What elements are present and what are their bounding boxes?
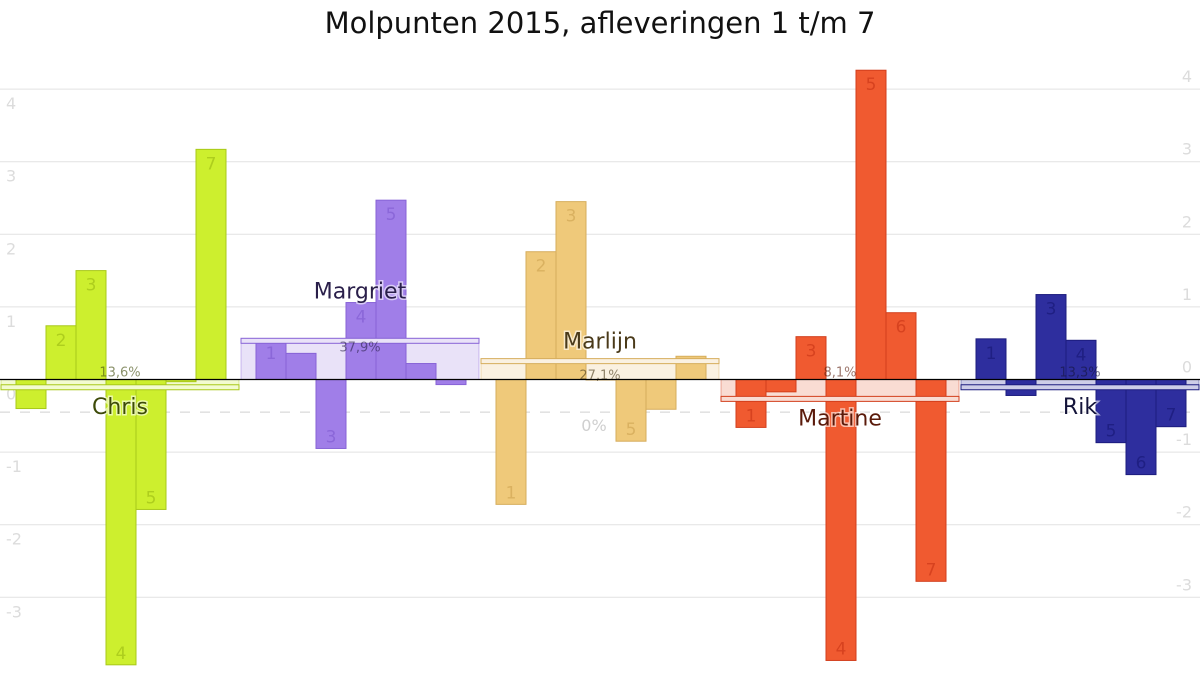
bar-margriet-ep2 xyxy=(285,352,317,381)
bar-chris-ep4 xyxy=(105,379,137,666)
bar-label: 5 xyxy=(146,488,157,508)
bar-martine-ep7 xyxy=(915,379,947,582)
bar-margriet-ep3 xyxy=(315,379,347,449)
y-tick-label-right: 1 xyxy=(1182,285,1192,304)
y-axis-ticks: 4 4 3 3 2 2 1 1 0 0 -1 -1 -2 -2 -3 -3 xyxy=(6,67,1192,621)
bar-martine-ep1 xyxy=(735,379,767,428)
bar-label: 4 xyxy=(836,639,847,659)
y-tick-label-right: 3 xyxy=(1182,140,1192,159)
series-name-label: Rik xyxy=(1063,395,1097,420)
bar-label: 6 xyxy=(1136,454,1147,474)
average-line-margriet xyxy=(240,337,480,344)
bar-martine-ep3 xyxy=(795,336,827,380)
bar-margriet-ep5 xyxy=(375,199,407,380)
bar-label: 5 xyxy=(1106,422,1117,442)
percentage-label: 27,1% xyxy=(579,369,620,384)
bar-martine-ep2 xyxy=(765,379,797,393)
bar-label: 7 xyxy=(206,154,217,174)
average-line-chris xyxy=(0,384,240,391)
bar-label: 7 xyxy=(926,560,937,580)
percentage-label: 37,9% xyxy=(339,341,380,356)
bar-margriet-ep6 xyxy=(405,363,437,381)
y-tick-label-right: 0 xyxy=(1182,358,1192,377)
percentage-label: 8,1% xyxy=(823,366,856,381)
reference-line-label: 0% xyxy=(581,416,606,435)
labels: 2 3 4 5 7 13,6% Chris 1 3 4 5 37,9% Margriet 1 2 3 5 27,1… xyxy=(0,75,1200,664)
series-name-label: Marlijn xyxy=(563,330,637,355)
bar-label: 4 xyxy=(356,308,367,328)
bar-label: 1 xyxy=(506,483,517,503)
bar-chris-ep1 xyxy=(15,379,47,410)
bar-label: 3 xyxy=(86,276,97,296)
bar-label: 5 xyxy=(386,205,397,225)
bar-rik-ep6 xyxy=(1125,379,1157,476)
bar-label: 1 xyxy=(266,344,277,364)
y-tick-label-right: 4 xyxy=(1182,67,1192,86)
bar-label: 3 xyxy=(326,427,337,447)
y-tick-label-right: -3 xyxy=(1176,575,1192,594)
bar-label: 3 xyxy=(566,207,577,227)
bar-label: 4 xyxy=(116,644,127,664)
bar-label: 4 xyxy=(1076,345,1087,365)
bar-label: 5 xyxy=(626,420,637,440)
bar-label: 3 xyxy=(1046,300,1057,320)
bar-marlijn-ep6 xyxy=(645,379,677,410)
y-tick-label-right: 2 xyxy=(1182,212,1192,231)
average-line-marlijn xyxy=(480,358,720,365)
bar-label: 3 xyxy=(806,342,817,362)
y-tick-label-left: -1 xyxy=(6,457,22,476)
y-tick-label-right: -2 xyxy=(1176,503,1192,522)
bar-marlijn-ep5 xyxy=(615,379,647,442)
y-tick-label-left: 3 xyxy=(6,167,16,186)
bar-label: 1 xyxy=(986,344,997,364)
bar-label: 7 xyxy=(1166,406,1177,426)
y-tick-label-left: 0 xyxy=(6,385,16,404)
percentage-label: 13,6% xyxy=(99,366,140,381)
series-name-label: Margriet xyxy=(314,279,407,304)
average-line-martine xyxy=(720,395,960,402)
y-tick-label-left: -3 xyxy=(6,602,22,621)
bar-chris-ep7 xyxy=(195,148,227,380)
series-name-label: Chris xyxy=(92,395,148,420)
series-name-label: Martine xyxy=(798,406,882,431)
bar-martine-ep5 xyxy=(855,69,887,380)
bars xyxy=(0,69,1200,666)
y-tick-label-left: 1 xyxy=(6,312,16,331)
bar-label: 2 xyxy=(56,331,67,351)
bar-label: 1 xyxy=(746,406,757,426)
bar-rik-ep1 xyxy=(975,338,1007,380)
bar-chris-ep3 xyxy=(75,270,107,381)
bar-margriet-ep1 xyxy=(255,338,287,380)
chart-title: Molpunten 2015, afleveringen 1 t/m 7 xyxy=(325,6,876,40)
bar-martine-ep6 xyxy=(885,312,917,381)
percentage-label: 13,3% xyxy=(1059,366,1100,381)
bar-label: 2 xyxy=(536,257,547,277)
y-tick-label-left: 4 xyxy=(6,94,16,113)
y-tick-label-left: 2 xyxy=(6,239,16,258)
y-tick-label-right: -1 xyxy=(1176,430,1192,449)
y-tick-label-left: -2 xyxy=(6,530,22,549)
bar-martine-ep4 xyxy=(825,379,857,661)
bar-label: 6 xyxy=(896,318,907,338)
bar-rik-ep3 xyxy=(1035,294,1067,381)
average-line-rik xyxy=(960,384,1200,391)
bar-margriet-ep7 xyxy=(435,379,467,386)
bar-marlijn-ep1 xyxy=(495,379,527,505)
bar-label: 5 xyxy=(866,75,877,95)
